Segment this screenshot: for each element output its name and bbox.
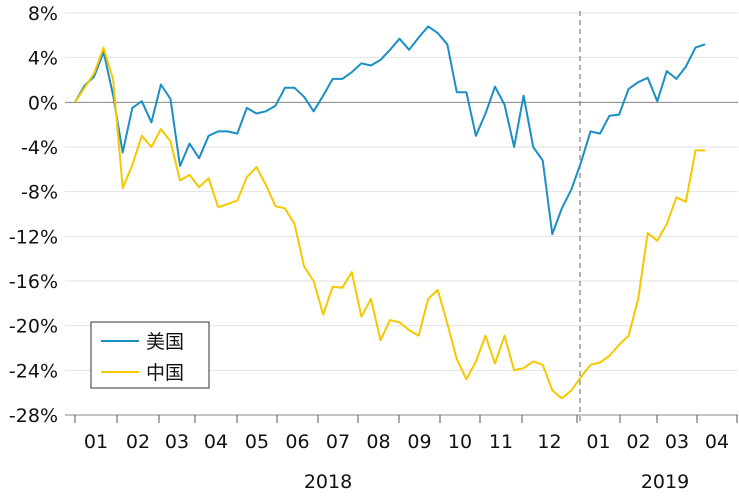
y-tick-label: -28% — [9, 405, 58, 427]
x-axis: 01 02 03 04 05 06 07 08 09 10 11 12 01 02 03 04 2018 2019 — [65, 414, 738, 493]
x-tick-label: 04 — [204, 431, 228, 453]
legend-label: 中国 — [146, 362, 184, 384]
x-tick-label: 05 — [245, 431, 269, 453]
x-tick-label: 09 — [407, 431, 431, 453]
series-line-us — [74, 25, 706, 236]
year-label: 2018 — [304, 471, 352, 493]
legend-label: 美国 — [146, 331, 184, 353]
y-tick-label: -8% — [21, 182, 58, 204]
x-tick-label: 02 — [126, 431, 150, 453]
x-tick-label: 10 — [448, 431, 472, 453]
x-tick-label: 03 — [165, 431, 189, 453]
y-tick-label: -16% — [9, 271, 58, 293]
x-tick-label: 01 — [586, 431, 610, 453]
y-tick-label: -12% — [9, 226, 58, 248]
x-tick-label: 08 — [366, 431, 390, 453]
x-tick-label: 02 — [626, 431, 650, 453]
year-label: 2019 — [641, 471, 689, 493]
x-tick-label: 06 — [285, 431, 309, 453]
x-tick-label: 04 — [705, 431, 729, 453]
legend-box — [90, 321, 210, 389]
x-tick-label: 12 — [537, 431, 561, 453]
y-tick-label: 4% — [28, 48, 58, 70]
x-tick-label: 03 — [665, 431, 689, 453]
y-tick-label: -4% — [21, 137, 58, 159]
y-axis-ticks: 8% 4% 0% -4% -8% -12% -16% -20% -24% -28% — [9, 3, 58, 427]
y-tick-label: -24% — [9, 360, 58, 382]
plot-area — [65, 11, 738, 423]
x-tick-label: 01 — [84, 431, 108, 453]
x-tick-label: 07 — [326, 431, 350, 453]
series-line-china — [74, 46, 705, 400]
y-tick-label: 0% — [28, 92, 58, 114]
y-tick-label: -20% — [9, 316, 58, 338]
y-tick-label: 8% — [28, 3, 58, 25]
x-tick-label: 11 — [489, 431, 513, 453]
